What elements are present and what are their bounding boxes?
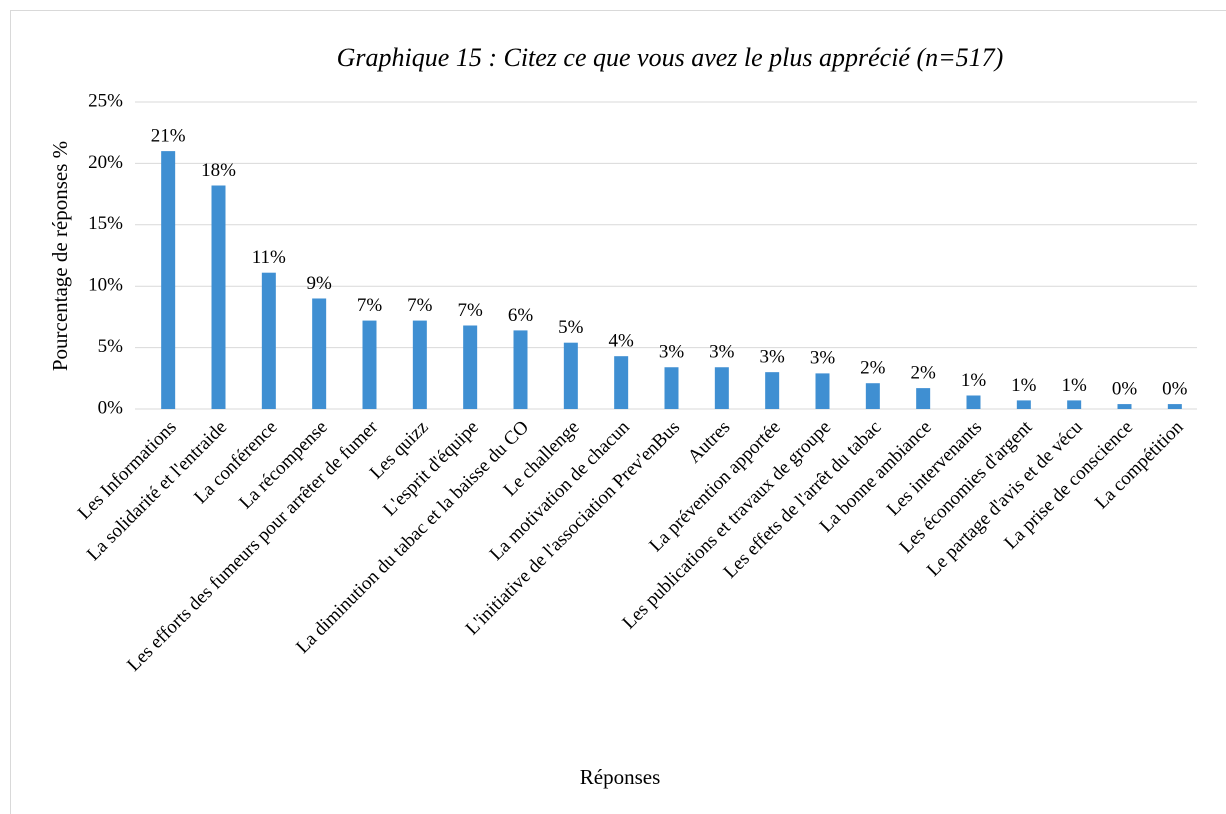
value-label: 3% — [760, 347, 786, 368]
bar — [614, 356, 629, 409]
x-tick-label: La récompense — [235, 417, 332, 514]
bar — [412, 320, 427, 409]
value-label: 4% — [609, 331, 635, 352]
value-label: 21% — [151, 125, 186, 146]
value-label: 11% — [252, 247, 286, 268]
bar — [765, 372, 780, 409]
bar — [261, 272, 276, 409]
value-label: 7% — [407, 295, 433, 316]
y-tick-label: 0% — [98, 397, 124, 418]
value-label: 1% — [1011, 375, 1037, 396]
y-axis-title: Pourcentage de réponses % — [48, 141, 72, 371]
y-tick-label: 25% — [88, 90, 123, 111]
value-label: 7% — [458, 300, 484, 321]
bar — [916, 388, 931, 409]
value-label: 3% — [659, 342, 685, 363]
bar — [714, 367, 729, 409]
value-label: 18% — [201, 160, 236, 181]
value-label: 5% — [558, 317, 584, 338]
bar — [966, 395, 981, 409]
bar — [1016, 400, 1031, 409]
value-label: 3% — [810, 348, 836, 369]
chart-title: Graphique 15 : Citez ce que vous avez le… — [337, 43, 1004, 72]
y-tick-label: 10% — [88, 275, 123, 296]
x-axis-title: Réponses — [580, 765, 661, 789]
value-label: 6% — [508, 305, 534, 326]
bar — [513, 330, 528, 409]
bar — [865, 383, 880, 409]
bar — [1117, 404, 1132, 409]
bar — [362, 320, 377, 409]
y-tick-label: 5% — [98, 336, 124, 357]
x-tick-label: La diminution du tabac et la baisse du C… — [292, 417, 533, 658]
value-label: 9% — [307, 273, 333, 294]
bar — [815, 373, 830, 409]
value-label: 7% — [357, 295, 383, 316]
value-label: 2% — [860, 358, 886, 379]
value-label: 0% — [1162, 378, 1188, 399]
y-tick-label: 20% — [88, 152, 123, 173]
bar — [664, 367, 679, 409]
bar — [312, 298, 327, 409]
value-label: 3% — [709, 342, 735, 363]
value-label: 1% — [1062, 375, 1088, 396]
bar — [563, 342, 578, 409]
value-label: 1% — [961, 370, 987, 391]
chart-border — [10, 10, 1226, 814]
bar — [463, 325, 478, 409]
y-tick-label: 15% — [88, 213, 123, 234]
value-label: 2% — [911, 362, 937, 383]
value-label: 0% — [1112, 378, 1138, 399]
bar — [1067, 400, 1082, 409]
bar — [211, 185, 226, 409]
bar — [161, 151, 176, 409]
x-tick-label: La compétition — [1091, 416, 1188, 513]
bar — [1167, 404, 1182, 409]
